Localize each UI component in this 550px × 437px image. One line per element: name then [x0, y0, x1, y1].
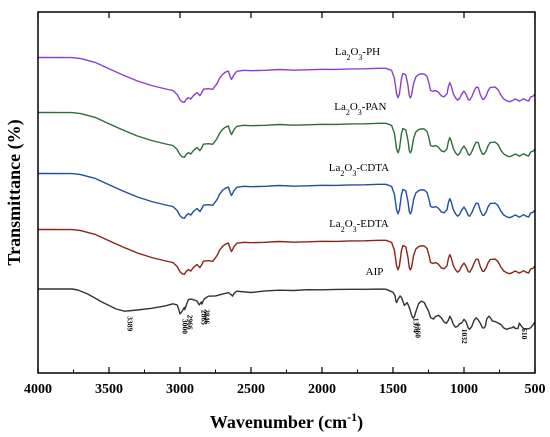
series-label-4: AIP: [366, 266, 384, 278]
series-layer: [37, 56, 536, 331]
series-line-3: [37, 228, 536, 275]
series-label-part: -EDTA: [357, 218, 389, 230]
series-label-part: La: [335, 46, 347, 58]
series-label-part: 2: [346, 52, 350, 61]
series-label-2: La2O3-CDTA: [329, 162, 389, 178]
x-tick-label: 3500: [95, 382, 123, 397]
x-axis-label: Wavenumber (cm-1): [210, 410, 363, 433]
series-label-part: -PH: [362, 46, 380, 58]
series-label-part: O: [350, 101, 358, 113]
series-label-part: 2: [341, 224, 345, 233]
series-label-3: La2O3-EDTA: [329, 218, 389, 234]
series-label-part: AIP: [366, 266, 384, 278]
x-axis-label-superscript: -1: [347, 410, 357, 424]
series-label-part: O: [350, 46, 358, 58]
x-tick-label: 500: [525, 382, 546, 397]
series-line-0: [37, 56, 536, 103]
series-label-part: 2: [346, 107, 350, 116]
series-line-4: [38, 288, 536, 331]
series-label-part: 3: [352, 168, 356, 177]
x-tick-label: 1000: [450, 382, 478, 397]
peak-label: 3000: [181, 319, 190, 334]
series-label-part: La: [334, 101, 346, 113]
peak-label: 2865: [200, 310, 209, 325]
series-label-part: O: [344, 162, 352, 174]
peak-label: 1360: [413, 323, 422, 338]
x-tick-label: 2500: [237, 382, 265, 397]
series-label-part: -CDTA: [356, 162, 389, 174]
peak-label: 1032: [460, 329, 469, 344]
series-line-1: [37, 111, 536, 158]
x-tick-label: 3000: [166, 382, 194, 397]
series-label-part: 3: [358, 52, 362, 61]
x-axis: 4000 3500 3000 2500 2000 1500 1000 500: [24, 12, 546, 397]
series-label-0: La2O3-PH: [335, 46, 380, 62]
series-label-part: -PAN: [362, 101, 387, 113]
series-label-part: 2: [340, 168, 344, 177]
series-label-part: 3: [358, 107, 362, 116]
peak-label: 1374: [411, 318, 420, 333]
series-line-2: [37, 172, 536, 219]
peak-label: 3389: [125, 316, 134, 331]
series-label-1: La2O3-PAN: [334, 101, 386, 117]
peak-label: 610: [520, 328, 529, 340]
series-label-part: La: [329, 162, 341, 174]
series-label-part: O: [345, 218, 353, 230]
y-axis-label: Transmittance (%): [4, 119, 25, 265]
x-tick-label: 1500: [379, 382, 407, 397]
peak-label: 2846: [202, 309, 211, 324]
series-label-part: 3: [353, 224, 357, 233]
series-label-part: La: [329, 218, 341, 230]
x-tick-label: 4000: [24, 382, 52, 397]
peak-label: 2966: [185, 315, 194, 330]
x-tick-label: 2000: [308, 382, 336, 397]
